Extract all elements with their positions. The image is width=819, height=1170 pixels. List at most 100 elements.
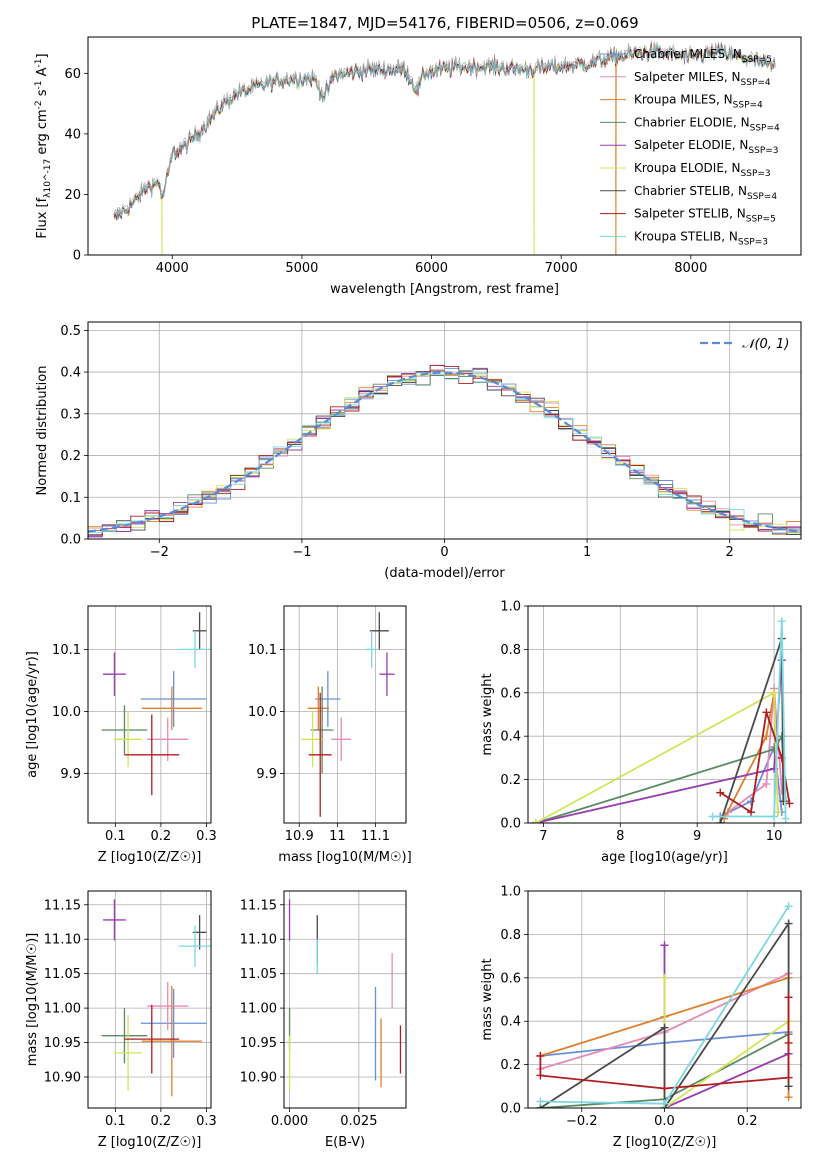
weight-marker [747,797,756,806]
x-axis-label: mass [log10(M/M☉)] [278,850,411,865]
figure-title: PLATE=1847, MJD=54176, FIBERID=0506, z=0… [251,14,638,32]
legend-label: Salpeter STELIB, NSSP=5 [634,207,776,225]
axes-frame [87,605,212,824]
legend-label: Chabrier ELODIE, NSSP=4 [634,115,780,133]
y-tick-label: 11.00 [240,1002,277,1017]
y-tick-label: 0.2 [500,1058,521,1073]
legend-label: Salpeter MILES, NSSP=4 [634,70,771,88]
x-tick-label: 5000 [285,261,318,276]
x-axis-label: (data-model)/error [384,566,505,581]
weight-marker [536,1071,545,1080]
y-tick-label: 0.0 [60,533,81,548]
errorbar-point-1 [315,671,341,727]
errorbar-point-1 [140,671,207,727]
errorbar-point-3 [141,986,202,1097]
legend-label: Salpeter ELODIE, NSSP=3 [634,138,779,156]
y-tick-label: 0.8 [500,643,521,658]
y-tick-label: 0.2 [60,449,81,464]
weight-line-6 [663,977,790,1108]
legend-label: Kroupa ELODIE, NSSP=3 [634,161,771,179]
x-tick-label: 11.1 [361,829,390,844]
y-axis-label: Flux [fλ10^-17 erg cm-2 s-1 A-1] [34,53,53,238]
histogram-1 [88,365,801,537]
y-tick-label: 11.15 [240,898,277,913]
y-tick-label: 0.6 [500,971,521,986]
axes-frame [87,890,212,1109]
y-tick-label: 40 [64,127,81,142]
y-tick-label: 9.9 [60,767,81,782]
y-tick-label: 10.95 [240,1036,277,1051]
weight-marker [784,919,793,928]
y-tick-label: 10.90 [44,1071,81,1086]
y-tick-label: 10.95 [44,1036,81,1051]
errorbar-point-8 [124,1004,180,1074]
y-tick-label: 9.9 [256,767,277,782]
weight-line-7 [539,920,790,1108]
y-tick-label: 10.0 [52,705,81,720]
x-tick-label: 11 [329,829,346,844]
x-tick-label: 0.0 [654,1114,675,1129]
weight-marker [784,1073,793,1082]
plot-area [288,899,402,1091]
y-axis-label: mass weight [480,673,495,755]
legend-label: Chabrier MILES, NSSP=5 [634,47,772,65]
histogram-8 [88,364,801,536]
x-tick-label: 2 [726,545,734,560]
errorbar-point-3 [307,686,329,730]
legend: Chabrier MILES, NSSP=5 Salpeter MILES, NS… [600,47,780,247]
errorbar-point-5 [379,652,395,696]
weight-marker [762,732,771,741]
x-axis-label: Z [log10(Z/Z☉)] [613,1135,717,1150]
errorbar-point-9 [179,925,211,967]
weight-marker [660,1084,669,1093]
y-axis-label: Normed distribution [35,366,50,496]
legend-label: 𝒩(0, 1) [742,337,789,352]
weight-marker [536,1051,545,1060]
y-tick-label: 0.4 [500,730,521,745]
y-tick-label: 0.5 [60,324,81,339]
y-tick-label: 0.2 [500,773,521,788]
weight-marker [784,1093,793,1102]
weight-marker [531,819,540,823]
y-tick-label: 0.8 [500,928,521,943]
weight-marker [536,1097,545,1106]
x-tick-label: 0 [440,545,448,560]
weight-marker [784,902,793,911]
x-tick-label: 0.025 [340,1114,377,1129]
errorbar-point-9 [179,630,211,668]
weight-marker [773,808,782,817]
y-tick-label: 10.1 [52,643,81,658]
weight-marker [660,1023,669,1032]
x-tick-label: 0.2 [737,1114,758,1129]
x-tick-label: 0.2 [151,1114,172,1129]
x-tick-label: −2 [150,545,169,560]
plot-area [113,40,776,255]
weight-marker [784,993,793,1002]
weight-marker [784,1082,793,1091]
errorbar-point-4 [101,1008,148,1064]
x-axis-label: Z [log10(Z/Z☉)] [98,1135,202,1150]
errorbar-point-6 [114,1015,142,1091]
y-axis-label: mass weight [480,958,495,1040]
plot-area [88,364,801,538]
x-axis-label: Z [log10(Z/Z☉)] [98,850,202,865]
y-tick-label: 0.6 [500,686,521,701]
weight-marker [747,808,756,817]
plot-area [101,612,211,796]
y-tick-label: 11.00 [44,1002,81,1017]
y-tick-label: 11.15 [44,898,81,913]
weight-marker [785,799,794,808]
errorbar-point-7 [369,612,389,650]
y-tick-label: 0.1 [60,491,81,506]
y-tick-label: 11.10 [44,933,81,948]
axes-frame [87,36,802,256]
errorbar-point-2 [147,717,189,761]
x-tick-label: −1 [292,545,311,560]
x-axis-label: wavelength [Angstrom, rest frame] [330,282,559,297]
weight-line-1 [719,743,783,818]
y-tick-label: 1.0 [500,885,521,900]
plot-area [101,899,211,1097]
x-tick-label: 1 [583,545,591,560]
y-tick-label: 0.4 [500,1015,521,1030]
